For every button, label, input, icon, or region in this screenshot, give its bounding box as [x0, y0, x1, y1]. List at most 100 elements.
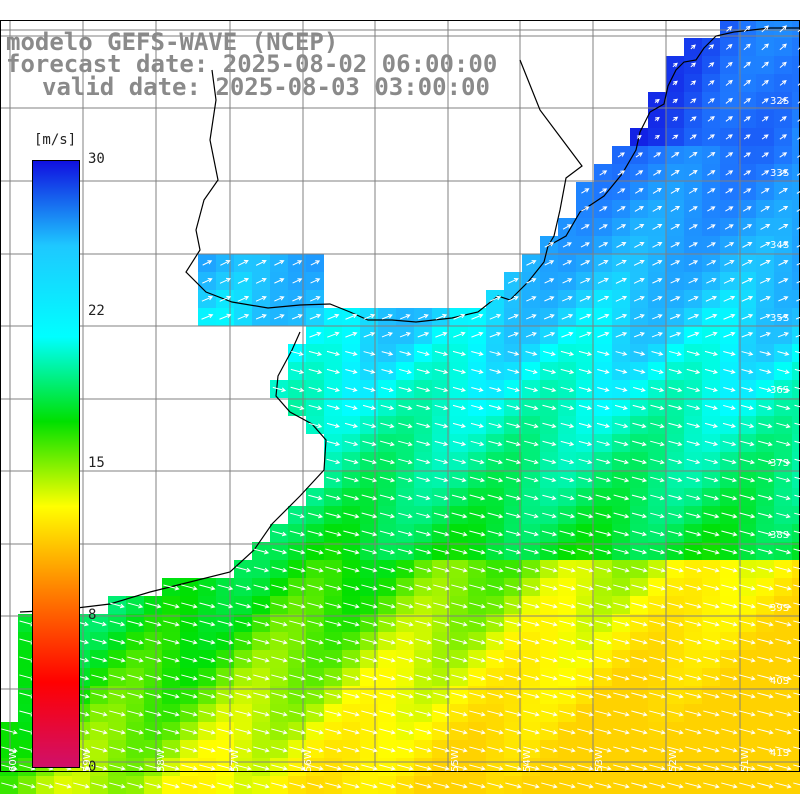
wind-arrow: [237, 313, 250, 320]
wind-arrow: [613, 746, 630, 753]
wind-arrow: [541, 656, 558, 663]
wind-arrow: [379, 584, 396, 591]
wind-arrow: [379, 764, 396, 771]
wind-arrow: [523, 674, 540, 681]
wind-arrow: [614, 440, 629, 447]
wind-arrow: [577, 494, 594, 501]
wind-arrow: [726, 25, 733, 32]
wind-arrow: [796, 280, 800, 284]
wind-arrow: [253, 728, 270, 735]
wind-arrow: [688, 224, 698, 230]
wind-arrow: [541, 638, 558, 645]
wind-arrow: [433, 530, 450, 537]
lon-label-55w: 55W: [450, 749, 461, 772]
wind-arrow: [505, 602, 522, 609]
wind-arrow: [271, 530, 287, 537]
wind-arrow: [559, 656, 576, 663]
wind-arrow: [778, 296, 789, 302]
wind-arrow: [451, 692, 468, 699]
wind-arrow: [707, 188, 716, 194]
wind-arrow: [289, 710, 306, 717]
wind-arrow: [163, 656, 180, 663]
wind-arrow: [415, 638, 432, 645]
wind-arrow: [361, 458, 377, 465]
wind-arrow: [577, 692, 594, 699]
wind-arrow: [577, 674, 594, 681]
colorbar-tick-30: 30: [88, 151, 105, 167]
wind-arrow: [797, 101, 800, 104]
wind-arrow: [685, 656, 702, 663]
wind-arrow: [434, 440, 449, 447]
wind-arrow: [487, 530, 504, 537]
wind-arrow: [217, 782, 234, 789]
wind-arrow: [523, 584, 540, 591]
wind-arrow: [398, 458, 413, 465]
wind-arrow: [398, 494, 413, 501]
wind-arrow: [667, 728, 684, 735]
wind-arrow: [398, 512, 413, 519]
wind-arrow: [308, 350, 323, 357]
wind-arrow: [652, 314, 663, 320]
wind-arrow: [739, 548, 756, 555]
wind-arrow: [688, 278, 699, 284]
wind-arrow: [290, 404, 305, 411]
wind-arrow: [470, 440, 485, 447]
wind-cell: [792, 200, 800, 218]
wind-arrow: [199, 764, 216, 771]
wind-arrow: [343, 764, 360, 771]
wind-arrow: [379, 782, 396, 789]
wind-arrow: [397, 692, 414, 699]
wind-arrow: [577, 584, 594, 591]
wind-arrow: [507, 369, 520, 374]
wind-arrow: [397, 602, 414, 609]
wind-arrow: [542, 458, 557, 465]
wind-arrow: [487, 656, 504, 663]
wind-arrow: [289, 692, 306, 699]
wind-arrow: [308, 368, 323, 375]
wind-arrow: [775, 764, 792, 771]
wind-arrow: [595, 476, 612, 483]
wind-arrow: [776, 494, 791, 501]
wind-arrow: [761, 170, 770, 176]
wind-arrow: [739, 512, 756, 519]
wind-arrow: [326, 440, 341, 447]
wind-arrow: [595, 530, 612, 537]
lat-label-41s: 41S: [770, 748, 790, 759]
wind-arrow: [631, 710, 648, 717]
wind-arrow: [163, 782, 180, 789]
wind-arrow: [579, 313, 592, 320]
lat-label-38s: 38S: [770, 530, 790, 541]
wind-arrow: [345, 331, 358, 338]
wind-arrow: [797, 155, 800, 158]
wind-arrow: [652, 278, 663, 284]
wind-arrow: [91, 728, 108, 735]
model-title: modelo GEFS-WAVE (NCEP): [6, 28, 339, 56]
wind-arrow: [613, 692, 630, 699]
wind-arrow: [379, 548, 396, 555]
wind-arrow: [343, 710, 360, 717]
wind-arrow: [109, 746, 126, 753]
wind-arrow: [649, 728, 666, 735]
valid-date: valid date: 2025-08-03 03:00:00: [42, 73, 490, 101]
wind-arrow: [577, 620, 594, 627]
wind-arrow: [703, 494, 720, 501]
wind-arrow: [326, 404, 340, 411]
wind-arrow: [797, 137, 800, 140]
wind-arrow: [689, 151, 698, 158]
wind-arrow: [289, 530, 306, 537]
wind-arrow: [325, 782, 342, 789]
wind-arrow: [613, 656, 630, 663]
wind-arrow: [597, 277, 609, 284]
wind-arrow: [650, 422, 665, 429]
wind-arrow: [379, 602, 396, 609]
wind-arrow: [707, 134, 715, 140]
wind-arrow: [415, 602, 432, 609]
wind-arrow: [542, 386, 557, 393]
wind-arrow: [361, 656, 378, 663]
wind-arrow: [758, 440, 773, 447]
wind-arrow: [776, 458, 791, 465]
wind-arrow: [685, 512, 702, 519]
wind-arrow: [343, 728, 360, 735]
wind-arrow: [631, 746, 648, 753]
wind-arrow: [743, 25, 751, 33]
